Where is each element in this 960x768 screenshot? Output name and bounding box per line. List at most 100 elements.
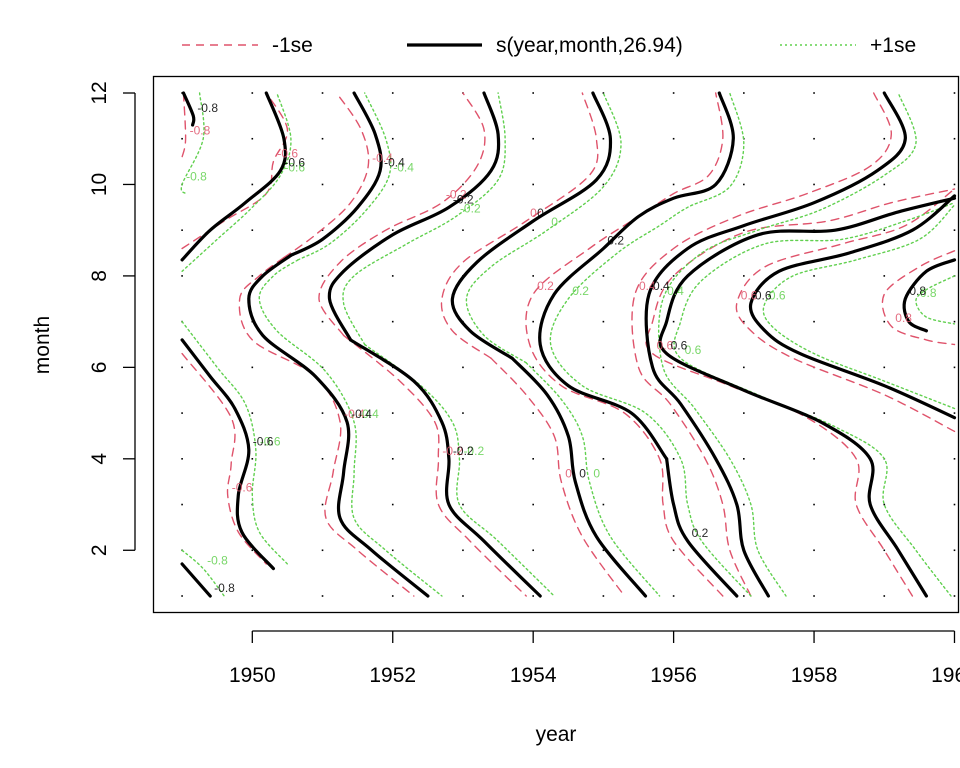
design-point <box>462 595 464 597</box>
contour-level-label: 0.2 <box>607 233 624 247</box>
design-point <box>321 549 324 552</box>
contour-plus-1se <box>915 275 956 325</box>
contour-plus-1se <box>181 92 292 272</box>
contour-fit <box>180 562 212 598</box>
contour-plus-1se <box>364 343 555 597</box>
contour-level-label: 0.2 <box>537 279 554 293</box>
contour-minus-1se <box>181 352 267 565</box>
contour-minus-1se <box>525 92 724 597</box>
design-point <box>672 137 675 140</box>
design-point <box>953 229 956 231</box>
contour-fit <box>180 91 288 262</box>
contour-fit <box>450 91 613 360</box>
contour-fit <box>327 91 501 342</box>
contour-level-label: -0.2 <box>446 188 467 202</box>
design-point <box>532 275 534 277</box>
design-point <box>743 229 745 231</box>
contour-plus-1se <box>762 204 956 410</box>
design-point <box>672 549 675 552</box>
design-point <box>813 549 815 552</box>
design-point <box>813 183 815 186</box>
design-point <box>321 366 324 369</box>
contour-level-label: -0.2 <box>460 201 481 215</box>
design-point <box>813 320 815 323</box>
contour-level-label: -0.8 <box>197 101 218 115</box>
design-point <box>743 412 745 414</box>
contour-minus-1se <box>735 188 956 433</box>
design-point <box>181 366 183 369</box>
contour-fit <box>538 91 735 461</box>
design-point <box>883 275 886 277</box>
design-point <box>602 275 605 277</box>
contour-fit <box>181 91 196 127</box>
design-point <box>953 183 956 186</box>
design-point <box>532 320 534 323</box>
design-point <box>953 92 956 94</box>
design-point <box>602 92 605 94</box>
design-point <box>602 320 605 323</box>
design-point <box>602 412 605 414</box>
contour-fit <box>902 258 957 333</box>
contour-plus-1se <box>181 549 225 597</box>
design-point <box>672 92 675 94</box>
contour-layer <box>180 91 957 598</box>
contour-plus-1se <box>465 92 622 364</box>
design-point <box>321 229 324 231</box>
contour-level-label: -0.4 <box>393 160 414 174</box>
y-tick-label: 12 <box>88 81 111 104</box>
contour-plus-1se <box>297 92 392 261</box>
contour-level-label: 0 <box>537 206 544 220</box>
design-point <box>672 366 675 369</box>
design-point <box>251 137 254 140</box>
contour-level-label: -0.2 <box>463 444 484 458</box>
contour-minus-1se <box>490 357 626 597</box>
contour-level-label: -0.6 <box>284 156 305 170</box>
design-point <box>532 366 534 369</box>
contour-level-label: -0.4 <box>344 407 365 421</box>
design-point <box>321 320 324 323</box>
design-point <box>532 229 534 231</box>
design-point <box>883 366 886 369</box>
design-point <box>953 137 956 140</box>
design-point <box>181 595 183 597</box>
x-tick-label: 1950 <box>229 664 276 687</box>
contour-level-label: 0 <box>530 206 537 220</box>
contour-level-label: 0.6 <box>657 339 674 353</box>
design-point <box>953 412 956 414</box>
contour-level-label: -0.4 <box>372 151 393 165</box>
contour-level-label: 0.6 <box>685 343 702 357</box>
design-point <box>391 503 394 506</box>
contour-level-label: -0.8 <box>214 581 235 595</box>
design-point <box>602 503 605 506</box>
contour-plus-1se <box>673 202 956 597</box>
contour-fit <box>748 194 957 420</box>
contour-level-label: -0.4 <box>384 156 405 170</box>
design-point <box>602 137 605 140</box>
contour-plus-1se <box>549 92 752 597</box>
design-point <box>813 595 815 597</box>
x-tick-label: 1956 <box>650 664 697 687</box>
design-point <box>883 503 886 506</box>
design-point <box>462 229 464 231</box>
design-point <box>251 458 254 460</box>
contour-level-label: 0.8 <box>920 286 937 300</box>
design-point <box>321 412 324 414</box>
design-point <box>462 137 464 140</box>
contour-minus-1se <box>238 256 415 597</box>
design-point <box>532 183 534 186</box>
design-point <box>672 458 675 460</box>
design-point <box>251 229 254 231</box>
contour-level-label: 0.2 <box>692 526 709 540</box>
design-point <box>321 275 324 277</box>
y-axis-label: month <box>31 316 54 374</box>
design-point <box>883 229 886 231</box>
design-point <box>883 183 886 186</box>
x-tick-label: 1960 <box>931 664 960 687</box>
design-point <box>532 137 534 140</box>
design-point <box>462 412 464 414</box>
y-axis: 2 4 6 8 10 12 <box>88 81 136 556</box>
contour-plus-1se <box>525 362 661 597</box>
contour-level-label: 0.4 <box>653 279 670 293</box>
design-point <box>462 366 464 369</box>
contour-plus-1se <box>657 92 917 597</box>
